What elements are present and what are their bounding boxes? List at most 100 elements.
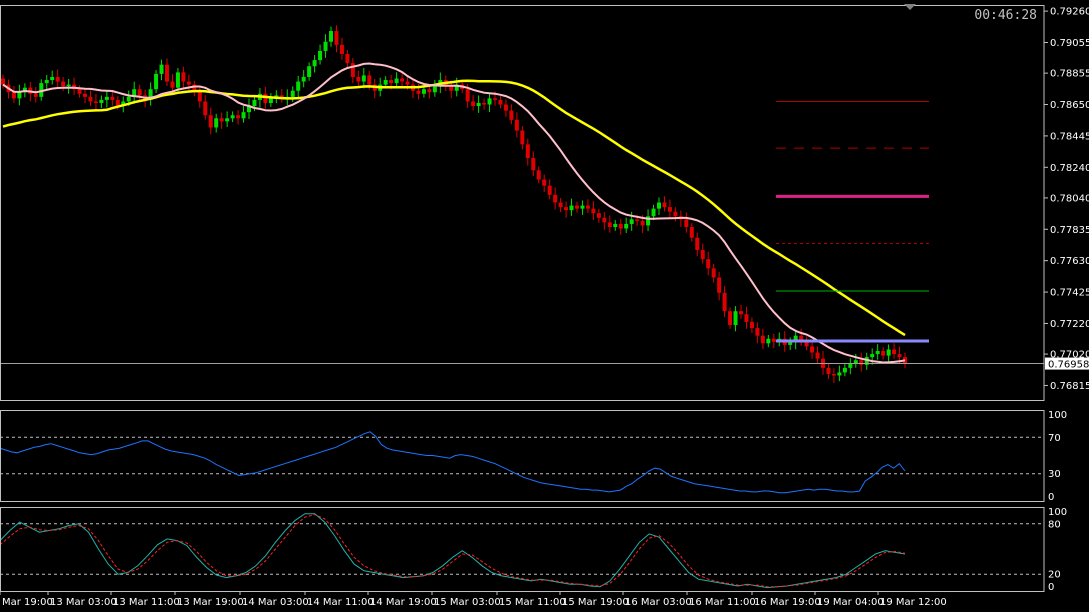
price-tick-label: 0.77835 (1050, 225, 1089, 236)
time-tick-label: 19 Mar 04:00 (817, 597, 884, 608)
candle-body (804, 340, 809, 347)
candle-body (564, 207, 569, 211)
candle-body (842, 367, 847, 373)
candle-body (771, 338, 776, 342)
candle-body (427, 89, 432, 93)
candle-body (624, 223, 629, 229)
candle-body (482, 102, 487, 105)
candle-body (345, 53, 350, 64)
candle-body (848, 363, 853, 368)
candle-body (61, 81, 66, 87)
candle-body (394, 78, 399, 84)
candle-body (367, 75, 372, 85)
candle-body (329, 31, 333, 42)
candle-body (137, 89, 142, 96)
candle-body (214, 118, 219, 128)
candle-body (487, 98, 492, 105)
candle-body (465, 89, 470, 102)
time-tick-label: 15 Mar 19:00 (562, 597, 629, 608)
candle-body (93, 101, 98, 103)
candle-body (629, 219, 634, 224)
price-tick-label: 0.78040 (1050, 193, 1089, 204)
candle-body (613, 223, 618, 227)
candle-body (181, 72, 186, 82)
candle-body (383, 80, 388, 85)
chart-shift-marker-icon[interactable] (904, 4, 916, 10)
moving-average-slow-line (2, 79, 906, 337)
candle-body (17, 92, 22, 99)
candle-body (66, 84, 71, 87)
candle-body (646, 216, 651, 226)
candle-body (585, 205, 590, 209)
time-tick-label: 16 Mar 11:00 (689, 597, 756, 608)
candle-body (476, 102, 481, 107)
time-tick-label: 15 Mar 03:00 (434, 597, 501, 608)
time-tick-label: 14 Mar 11:00 (307, 597, 374, 608)
candle-body (323, 41, 328, 51)
candle-body (493, 98, 497, 100)
candle-body (667, 207, 672, 212)
price-tick-label: 0.79055 (1050, 38, 1089, 49)
candle-body (432, 86, 437, 93)
candle-body (121, 101, 126, 107)
stochastic-panel[interactable] (0, 513, 1044, 589)
candle-body (99, 99, 104, 103)
candle-body (837, 372, 842, 376)
candle-body (175, 72, 180, 88)
candle-body (826, 367, 831, 374)
price-tick-label: 0.78445 (1050, 131, 1089, 142)
candle-body (203, 101, 208, 116)
candle-body (318, 50, 323, 61)
candle-body (695, 237, 700, 250)
price-tick-label: 0.78240 (1050, 163, 1089, 174)
candle-body (83, 93, 87, 97)
candle-body (356, 76, 361, 82)
candle-body (892, 349, 897, 355)
candle-body (301, 76, 306, 82)
candle-body (77, 89, 82, 94)
price-tick-label: 0.78855 (1050, 69, 1089, 80)
candle-body (44, 80, 49, 84)
candle-body (230, 115, 235, 119)
candle-body (350, 63, 355, 77)
candle-body (810, 346, 815, 353)
candle-body (591, 208, 596, 214)
indicator-tick-label: 30 (1048, 469, 1061, 480)
candle-body (657, 202, 661, 209)
stochastic-signal-line (0, 514, 906, 588)
rsi-panel[interactable] (0, 431, 1044, 494)
candle-body (110, 96, 115, 100)
candle-body (165, 64, 169, 82)
price-tick-label: 0.77630 (1050, 256, 1089, 267)
price-panel[interactable] (0, 25, 1044, 384)
indicator-tick-label: 0 (1048, 492, 1054, 503)
candle-body (722, 292, 727, 312)
candle-body (225, 118, 230, 122)
candle-body (875, 351, 880, 355)
time-tick-label: 13 Mar 11:00 (113, 597, 180, 608)
candle-body (749, 321, 754, 329)
time-tick-label: 13 Mar 03:00 (50, 597, 117, 608)
candle-body (793, 335, 798, 342)
candle-body (192, 84, 197, 93)
candle-body (33, 93, 38, 97)
candle-body (1, 78, 5, 85)
candle-body (405, 81, 410, 85)
candle-body (416, 90, 421, 94)
candle-body (815, 352, 820, 359)
candle-body (50, 76, 55, 81)
candle-body (553, 194, 558, 203)
price-tick-label: 0.76815 (1050, 381, 1089, 392)
time-tick-label: 16 Mar 03:00 (625, 597, 692, 608)
price-panel-frame (0, 5, 1045, 401)
candle-body (684, 219, 689, 227)
candle-body (662, 202, 667, 208)
time-tick-label: 15 Mar 11:00 (499, 597, 566, 608)
candle-body (717, 277, 722, 293)
candle-body (263, 93, 268, 103)
candle-body (531, 158, 536, 171)
candle-body (219, 118, 224, 122)
time-tick-label: 14 Mar 03:00 (242, 597, 309, 608)
candle-body (503, 104, 508, 111)
